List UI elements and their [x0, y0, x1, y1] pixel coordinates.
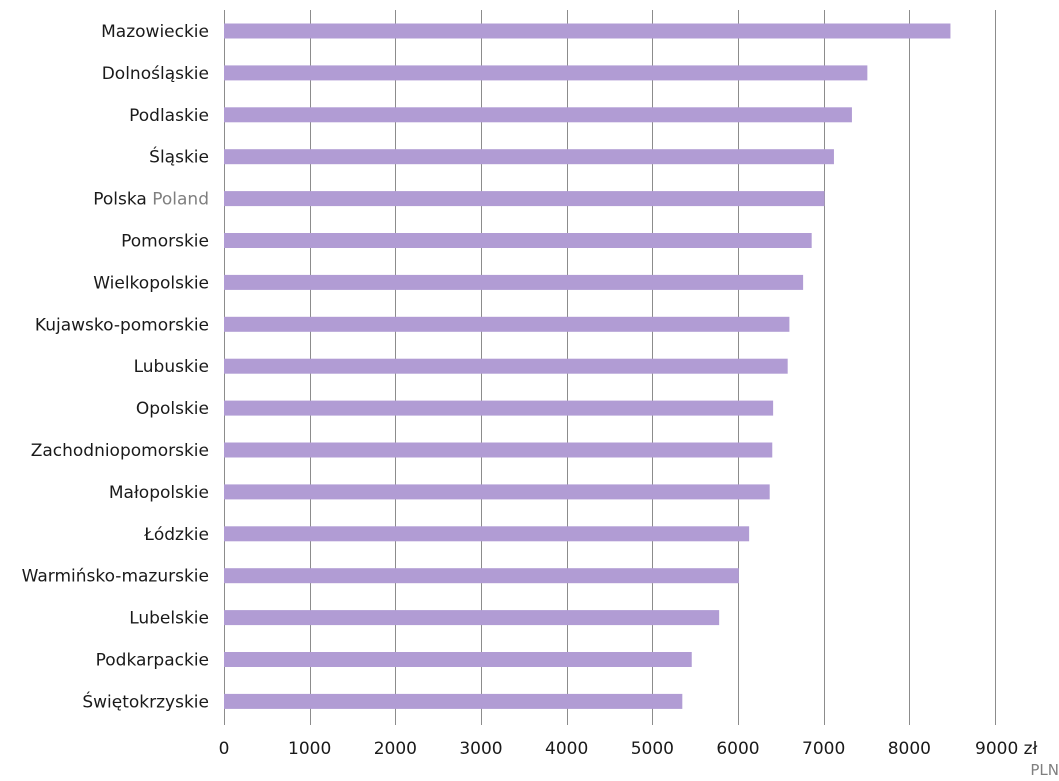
x-tick-label: 8000	[888, 739, 931, 759]
category-label: Kujawsko-pomorskie	[35, 315, 209, 335]
category-label: Warmińsko-mazurskie	[22, 567, 209, 587]
category-label: Łódzkie	[143, 525, 209, 545]
category-label: Dolnośląskie	[102, 64, 209, 84]
bar	[224, 23, 951, 39]
x-unit-subtitle: PLN	[1030, 761, 1059, 779]
category-label: Polska Poland	[93, 190, 209, 210]
category-label: Śląskie	[149, 146, 209, 168]
bar	[224, 400, 774, 416]
bar	[224, 610, 720, 626]
bar	[224, 274, 804, 290]
category-label: Podkarpackie	[96, 651, 209, 671]
category-label: Lubuskie	[134, 357, 209, 377]
category-label: Pomorskie	[121, 232, 209, 252]
bar	[224, 233, 812, 248]
x-tick-label: 5000	[631, 739, 674, 759]
x-tick-label: 7000	[802, 739, 845, 759]
bar	[224, 693, 683, 709]
bar	[224, 526, 750, 542]
category-label: Wielkopolskie	[93, 273, 209, 293]
x-tick-label: 1000	[288, 739, 331, 759]
x-tick-label: 2000	[374, 739, 417, 759]
bar	[224, 149, 834, 165]
bar	[224, 65, 868, 81]
bar	[224, 568, 739, 584]
bar	[224, 107, 852, 123]
bars	[224, 23, 951, 709]
bar	[224, 358, 788, 374]
x-tick-labels: 0 1000 2000 3000 4000 5000 6000 7000 8000 9000 zł	[219, 739, 1038, 759]
category-labels: Mazowieckie Dolnośląskie Podlaskie Śląskie P…	[22, 22, 209, 712]
category-label: Mazowieckie	[101, 22, 209, 42]
category-label: Zachodniopomorskie	[31, 441, 209, 461]
category-label: Małopolskie	[109, 483, 209, 503]
x-tick-label: 6000	[716, 739, 759, 759]
bar	[224, 316, 790, 332]
bar	[224, 652, 692, 667]
category-label: Lubelskie	[129, 609, 209, 629]
category-label: Opolskie	[136, 399, 209, 419]
category-label: Świętokrzyskie	[82, 690, 209, 712]
bar	[224, 484, 770, 500]
x-tick-label: 9000 zł	[975, 739, 1038, 759]
x-tick-label: 3000	[459, 739, 502, 759]
bar	[224, 442, 773, 458]
category-label: Podlaskie	[129, 106, 209, 126]
bar	[224, 191, 825, 207]
x-tick-label: 0	[219, 739, 230, 759]
x-tick-label: 4000	[545, 739, 588, 759]
